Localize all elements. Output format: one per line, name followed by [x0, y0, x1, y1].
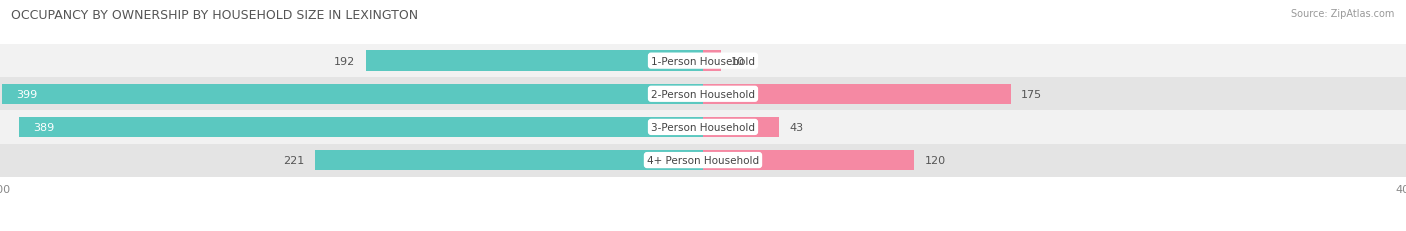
Bar: [703, 84, 1011, 105]
Bar: [0, 144, 1406, 177]
Text: 1-Person Household: 1-Person Household: [651, 56, 755, 66]
Text: 4+ Person Household: 4+ Person Household: [647, 155, 759, 165]
Bar: [366, 51, 703, 72]
Bar: [1, 84, 703, 105]
Bar: [703, 150, 914, 171]
Bar: [0, 45, 1406, 78]
Text: 221: 221: [283, 155, 304, 165]
Text: 175: 175: [1021, 89, 1042, 99]
Text: 120: 120: [925, 155, 946, 165]
Text: 399: 399: [15, 89, 37, 99]
Text: 389: 389: [34, 122, 55, 132]
Text: 3-Person Household: 3-Person Household: [651, 122, 755, 132]
Text: 43: 43: [789, 122, 803, 132]
Text: 10: 10: [731, 56, 745, 66]
Bar: [315, 150, 703, 171]
Text: 2-Person Household: 2-Person Household: [651, 89, 755, 99]
Text: Source: ZipAtlas.com: Source: ZipAtlas.com: [1291, 9, 1395, 19]
Text: OCCUPANCY BY OWNERSHIP BY HOUSEHOLD SIZE IN LEXINGTON: OCCUPANCY BY OWNERSHIP BY HOUSEHOLD SIZE…: [11, 9, 419, 22]
Bar: [0, 111, 1406, 144]
Text: 192: 192: [333, 56, 354, 66]
Bar: [703, 117, 779, 138]
Bar: [20, 117, 703, 138]
Bar: [703, 51, 721, 72]
Bar: [0, 78, 1406, 111]
